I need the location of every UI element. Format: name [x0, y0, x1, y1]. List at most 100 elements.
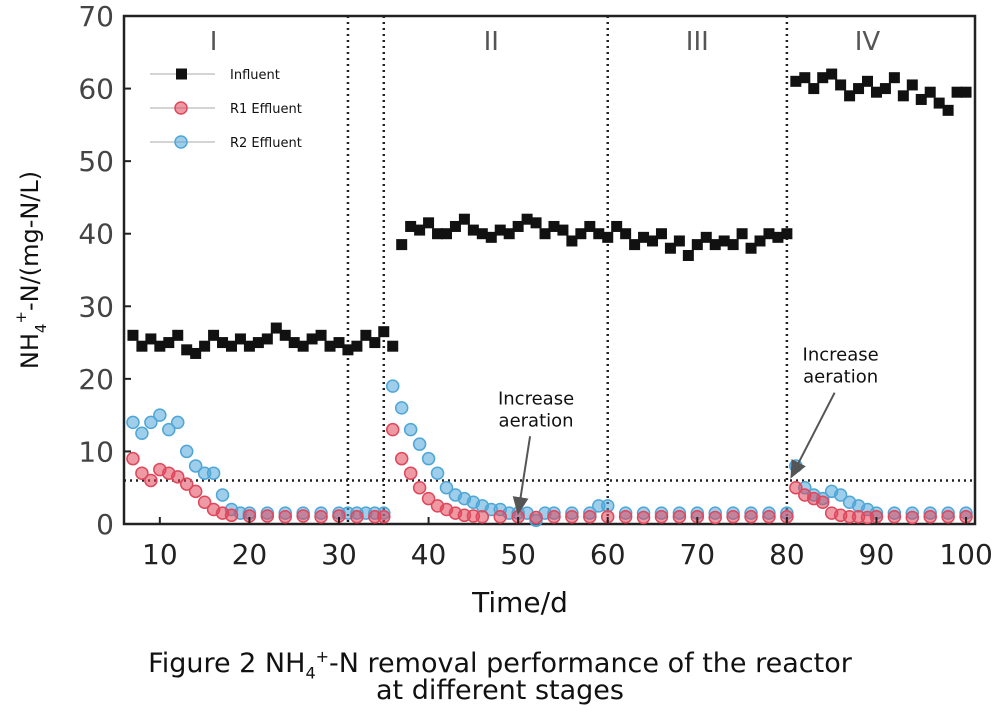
data-point [403, 422, 418, 437]
data-point [512, 220, 524, 232]
data-point [458, 213, 470, 225]
annotation-text-line-2: aeration [499, 410, 574, 431]
y-tick-label: 30 [78, 290, 114, 323]
x-tick: 10 [142, 517, 178, 571]
data-point [154, 340, 166, 352]
y-tick: 10 [78, 435, 131, 468]
y-tick: 20 [78, 363, 131, 396]
x-tick-label: 30 [321, 538, 357, 571]
y-tick-label: 40 [78, 218, 114, 251]
data-point [387, 340, 399, 352]
data-point [763, 228, 775, 240]
data-point [781, 228, 793, 240]
data-point [808, 83, 820, 95]
y-tick: 60 [78, 73, 131, 106]
data-point [844, 90, 856, 102]
data-point [618, 509, 633, 524]
data-point [394, 451, 409, 466]
data-point [369, 337, 381, 349]
data-point [278, 509, 292, 524]
y-tick-label: 60 [78, 73, 114, 106]
legend-item: R1 Effluent [150, 101, 302, 117]
data-point [673, 235, 685, 247]
data-point [647, 235, 659, 247]
y-tick: 30 [78, 290, 131, 323]
data-point [430, 466, 445, 480]
data-point [439, 480, 454, 495]
data-point [584, 220, 596, 232]
data-point [602, 231, 614, 243]
data-point [385, 422, 400, 437]
data-point [234, 333, 246, 345]
data-point [396, 239, 408, 251]
data-point [170, 415, 185, 430]
y-title-base: NH [16, 333, 44, 369]
data-point [521, 213, 533, 225]
figure-caption-line-2: at different stages [376, 675, 624, 706]
legend-marker [174, 101, 188, 115]
data-point [817, 72, 829, 84]
data-point [197, 495, 212, 509]
legend-label: Influent [230, 68, 280, 83]
x-tick-label: 100 [939, 538, 992, 571]
data-point [754, 235, 766, 247]
data-point [915, 93, 927, 105]
data-point [539, 228, 551, 240]
data-point [403, 466, 418, 480]
x-tick: 20 [232, 517, 267, 571]
x-tick-label: 10 [142, 538, 178, 571]
plot-frame [122, 14, 977, 526]
data-point [306, 333, 318, 345]
data-point [494, 224, 506, 236]
annotation-text-line-1: Increase [498, 388, 574, 409]
data-point [243, 340, 255, 352]
data-point [799, 72, 811, 84]
data-point [790, 75, 802, 87]
data-point [127, 329, 139, 341]
data-point [378, 326, 390, 338]
data-point [261, 333, 273, 345]
data-point [636, 510, 651, 525]
y-title-subscript: 4 [32, 324, 50, 334]
y-tick-label: 0 [96, 508, 114, 541]
data-point [126, 415, 140, 430]
data-point [923, 509, 937, 524]
data-point [951, 86, 963, 98]
data-point [826, 68, 838, 80]
legend-label: R2 Effluent [230, 136, 302, 151]
x-axis-title: Time/d [471, 586, 568, 619]
data-point [279, 329, 291, 341]
data-point [432, 228, 444, 240]
data-point [288, 337, 300, 349]
data-point [485, 231, 497, 243]
plot-border [122, 14, 977, 526]
data-point [736, 228, 748, 240]
data-point [620, 228, 632, 240]
data-point [709, 239, 721, 251]
data-point [833, 488, 848, 502]
data-point [315, 329, 327, 341]
x-tick-label: 90 [859, 538, 895, 571]
data-point [772, 231, 784, 243]
data-point [530, 217, 542, 229]
caption-prefix: Figure 2 NH [148, 648, 306, 679]
data-point [887, 509, 902, 524]
data-point [199, 340, 211, 352]
data-point [547, 509, 561, 524]
data-point [181, 344, 193, 356]
data-point [423, 217, 435, 229]
data-point [440, 228, 452, 240]
data-point [629, 239, 641, 251]
data-point [718, 235, 730, 247]
stage-labels: I II III IV [210, 27, 881, 57]
data-point [503, 228, 515, 240]
stage-label: I [210, 27, 218, 57]
x-tick: 80 [769, 517, 805, 571]
legend-marker [176, 68, 187, 80]
data-point [593, 228, 605, 240]
data-point [405, 220, 417, 232]
data-point [762, 509, 776, 524]
